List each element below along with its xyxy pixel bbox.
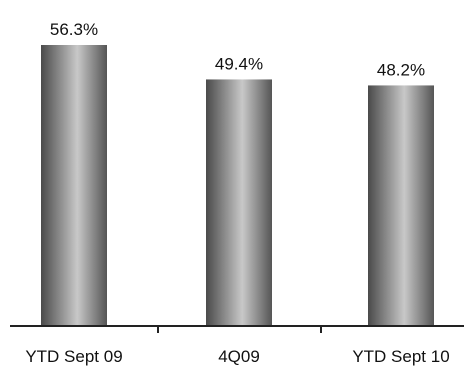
category-labels: YTD Sept 09 4Q09 YTD Sept 10 bbox=[25, 347, 449, 366]
x-axis-ticks bbox=[157, 326, 322, 333]
category-label-1: 4Q09 bbox=[218, 347, 260, 366]
value-labels: 56.3% 49.4% 48.2% bbox=[50, 20, 425, 79]
category-label-0: YTD Sept 09 bbox=[25, 347, 122, 366]
bar-2 bbox=[368, 85, 434, 326]
data-label-2: 48.2% bbox=[377, 60, 425, 79]
data-label-1: 49.4% bbox=[215, 54, 263, 73]
bar-0 bbox=[41, 45, 107, 326]
category-label-2: YTD Sept 10 bbox=[352, 347, 449, 366]
bars-group bbox=[41, 45, 434, 326]
data-label-0: 56.3% bbox=[50, 20, 98, 39]
bar-1 bbox=[206, 79, 272, 326]
